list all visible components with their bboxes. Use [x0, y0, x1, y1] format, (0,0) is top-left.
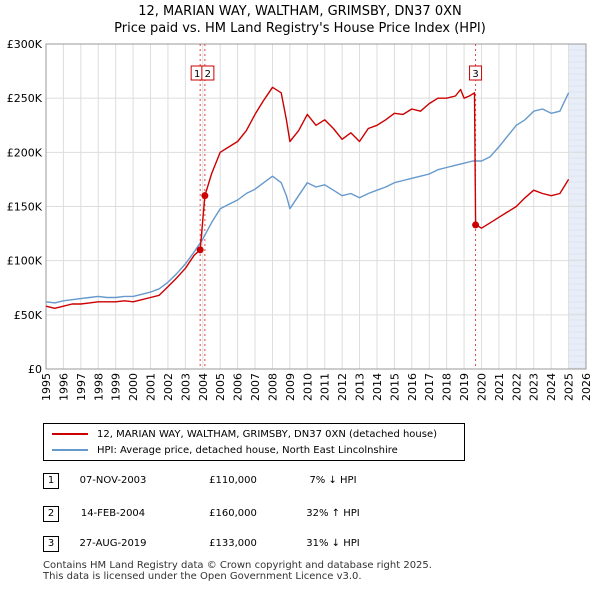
x-tick-label: 2021 [493, 373, 506, 401]
x-tick-label: 2023 [528, 373, 541, 401]
x-tick-label: 2010 [301, 373, 314, 401]
transaction-date: 14-FEB-2004 [80, 508, 146, 519]
x-tick-label: 2000 [127, 373, 140, 401]
legend-label-hpi: HPI: Average price, detached house, Nort… [97, 445, 398, 456]
y-tick-label: £250K [7, 92, 43, 105]
transaction-number: 3 [43, 536, 59, 552]
legend: 12, MARIAN WAY, WALTHAM, GRIMSBY, DN37 0… [43, 423, 465, 461]
price-chart: £0 £50K £100K £150K £200K £250K £300K 1995 1996 1… [7, 38, 593, 401]
marker-box [201, 65, 215, 81]
x-tick-label: 2022 [510, 373, 523, 401]
x-tick-label: 2024 [545, 373, 558, 401]
footer-line-2: This data is licensed under the Open Gov… [43, 571, 362, 582]
transaction-price: £133,000 [209, 538, 257, 549]
y-tick-label: £50K [14, 309, 43, 322]
x-tick-label: 2007 [249, 373, 262, 401]
x-tick-label: 1995 [40, 373, 53, 401]
x-tick-label: 2003 [179, 373, 192, 401]
legend-item-property: 12, MARIAN WAY, WALTHAM, GRIMSBY, DN37 0… [52, 428, 437, 442]
x-tick-label: 1998 [92, 373, 105, 401]
x-tick-label: 2017 [423, 373, 436, 401]
legend-label-property: 12, MARIAN WAY, WALTHAM, GRIMSBY, DN37 0… [97, 429, 438, 440]
transaction-number: 1 [43, 473, 59, 489]
legend-swatch-blue [52, 449, 88, 451]
x-tick-label: 2013 [354, 373, 367, 401]
series-line [45, 92, 570, 304]
x-tick-label: 2018 [441, 373, 454, 401]
marker-label: 1 [194, 69, 200, 80]
x-tick-label: 2015 [388, 373, 401, 401]
x-tick-label: 2020 [475, 373, 488, 401]
transaction-date: 07-NOV-2003 [79, 475, 147, 486]
x-tick-label: 1999 [110, 373, 123, 401]
x-tick-label: 2019 [458, 373, 471, 401]
x-tick-label: 2002 [162, 373, 175, 401]
y-tick-label: £200K [7, 146, 43, 159]
footer: Contains HM Land Registry data © Crown c… [43, 560, 432, 582]
x-tick-label: 2026 [580, 373, 593, 401]
sale-point [196, 246, 204, 254]
legend-item-hpi: HPI: Average price, detached house, Nort… [52, 444, 398, 458]
sale-point [472, 221, 480, 229]
x-tick-label: 2012 [336, 373, 349, 401]
y-tick-label: £150K [7, 201, 43, 214]
marker-box [469, 65, 483, 81]
x-tick-label: 2008 [266, 373, 279, 401]
marker-label: 2 [205, 69, 211, 80]
x-tick-label: 1996 [57, 373, 70, 401]
transaction-hpi-change: 32% ↑ HPI [306, 508, 360, 519]
x-tick-label: 2005 [214, 373, 227, 401]
y-tick-label: £300K [7, 38, 43, 51]
x-tick-label: 2006 [232, 373, 245, 401]
transaction-hpi-change: 31% ↓ HPI [306, 538, 360, 549]
x-tick-label: 2016 [406, 373, 419, 401]
x-tick-label: 2014 [371, 373, 384, 401]
transaction-hpi-change: 7% ↓ HPI [309, 475, 357, 486]
chart-title: 12, MARIAN WAY, WALTHAM, GRIMSBY, DN37 0… [0, 3, 600, 37]
x-tick-label: 1997 [75, 373, 88, 401]
transaction-date: 27-AUG-2019 [79, 538, 147, 549]
sale-point [201, 192, 209, 200]
transaction-price: £110,000 [209, 475, 257, 486]
y-tick-label: £0 [28, 363, 42, 376]
x-tick-label: 2025 [563, 373, 576, 401]
x-tick-label: 2009 [284, 373, 297, 401]
marker-label: 3 [472, 69, 478, 80]
transaction-number: 2 [43, 506, 59, 522]
title-line-1: 12, MARIAN WAY, WALTHAM, GRIMSBY, DN37 0… [138, 4, 462, 19]
title-line-2: Price paid vs. HM Land Registry's House … [114, 21, 486, 36]
x-tick-label: 2004 [197, 373, 210, 401]
x-tick-label: 2001 [145, 373, 158, 401]
plot-frame [45, 43, 587, 370]
y-tick-label: £100K [7, 255, 43, 268]
footer-line-1: Contains HM Land Registry data © Crown c… [43, 560, 432, 571]
legend-swatch-red [52, 433, 88, 435]
transaction-price: £160,000 [209, 508, 257, 519]
x-tick-label: 2011 [319, 373, 332, 401]
